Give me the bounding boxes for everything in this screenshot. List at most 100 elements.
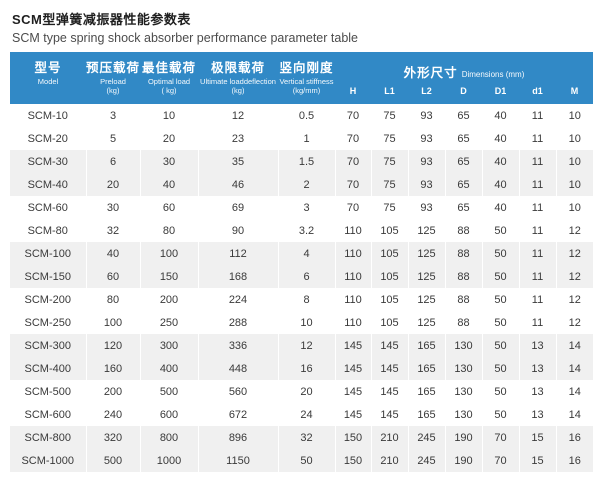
value-cell: 210	[370, 449, 408, 472]
col-header-stiffness-unit: (kg/mm)	[292, 86, 321, 95]
value-cell: 125	[407, 219, 445, 242]
col-header-stiffness-cn: 竖向刚度	[279, 61, 334, 75]
value-cell: 40	[139, 173, 198, 196]
col-header-ultimate-en: Ultimate loaddeflection	[200, 77, 276, 86]
value-cell: 320	[85, 426, 140, 449]
value-cell: 65	[444, 104, 482, 127]
col-header-preload: 预压载荷 Preload (kg)	[86, 52, 140, 104]
value-cell: 168	[197, 265, 278, 288]
value-cell: 50	[481, 219, 519, 242]
value-cell: 88	[444, 288, 482, 311]
value-cell: 50	[481, 357, 519, 380]
dim-col-header: D	[445, 82, 482, 104]
value-cell: 245	[407, 426, 445, 449]
value-cell: 12	[277, 334, 335, 357]
value-cell: 88	[444, 311, 482, 334]
value-cell: 145	[334, 403, 371, 426]
value-cell: 448	[197, 357, 278, 380]
col-header-preload-cn: 预压载荷	[86, 61, 141, 75]
value-cell: 11	[518, 219, 556, 242]
value-cell: 600	[139, 403, 198, 426]
col-header-model: 型号 Model	[10, 52, 86, 104]
value-cell: 10	[555, 150, 594, 173]
value-cell: 14	[555, 380, 594, 403]
model-cell: SCM-150	[10, 265, 86, 288]
table-body: SCM-10 3 10 12 0.5 70 75 93 65 40 11 10 SCM-20 5 20 23 1…	[10, 104, 594, 472]
value-cell: 10	[139, 104, 198, 127]
value-cell: 145	[370, 380, 408, 403]
table-row: SCM-800 320 800 896 32 150 210 245 190 70 15 16	[10, 426, 594, 449]
table-row: SCM-30 6 30 35 1.5 70 75 93 65 40 11 10	[10, 150, 594, 173]
value-cell: 150	[139, 265, 198, 288]
value-cell: 40	[481, 173, 519, 196]
value-cell: 30	[85, 196, 140, 219]
col-header-optimal-unit: ( kg)	[161, 86, 177, 95]
table-row: SCM-150 60 150 168 6 110 105 125 88 50 11 12	[10, 265, 594, 288]
dim-col-header: D1	[482, 82, 519, 104]
value-cell: 14	[555, 357, 594, 380]
header-row-dimensions: H L1 L2 D D1 d1 M	[10, 82, 594, 104]
value-cell: 80	[85, 288, 140, 311]
col-header-optimal-cn: 最佳载荷	[141, 61, 196, 75]
value-cell: 190	[444, 449, 482, 472]
value-cell: 70	[334, 150, 371, 173]
value-cell: 165	[407, 334, 445, 357]
value-cell: 70	[334, 127, 371, 150]
value-cell: 145	[370, 357, 408, 380]
page-title: SCM型弹簧减振器性能参数表	[12, 12, 191, 27]
value-cell: 0.5	[277, 104, 335, 127]
value-cell: 12	[555, 311, 594, 334]
value-cell: 11	[518, 311, 556, 334]
value-cell: 50	[277, 449, 335, 472]
table-row: SCM-400 160 400 448 16 145 145 165 130 50 13 14	[10, 357, 594, 380]
value-cell: 32	[277, 426, 335, 449]
col-header-ultimate-cn: 极限载荷	[210, 61, 265, 75]
model-cell: SCM-30	[10, 150, 86, 173]
model-cell: SCM-500	[10, 380, 86, 403]
value-cell: 32	[85, 219, 140, 242]
col-header-optimal-load: 最佳载荷 Optimal load ( kg)	[140, 52, 198, 104]
page-subtitle: SCM type spring shock absorber performan…	[12, 31, 358, 45]
value-cell: 2	[277, 173, 335, 196]
value-cell: 70	[481, 449, 519, 472]
value-cell: 12	[555, 265, 594, 288]
title-block: SCM型弹簧减振器性能参数表 SCM type spring shock abs…	[0, 0, 600, 45]
value-cell: 46	[197, 173, 278, 196]
value-cell: 75	[370, 196, 408, 219]
table-row: SCM-1000 500 1000 1150 50 150 210 245 190 70 15 16	[10, 449, 594, 472]
value-cell: 105	[370, 242, 408, 265]
value-cell: 240	[85, 403, 140, 426]
value-cell: 16	[277, 357, 335, 380]
value-cell: 200	[139, 288, 198, 311]
value-cell: 150	[334, 426, 371, 449]
table-row: SCM-60 30 60 69 3 70 75 93 65 40 11 10	[10, 196, 594, 219]
col-header-optimal-en: Optimal load	[147, 77, 191, 86]
value-cell: 90	[197, 219, 278, 242]
table-row: SCM-40 20 40 46 2 70 75 93 65 40 11 10	[10, 173, 594, 196]
value-cell: 3	[85, 104, 140, 127]
model-cell: SCM-60	[10, 196, 86, 219]
value-cell: 288	[197, 311, 278, 334]
value-cell: 11	[518, 196, 556, 219]
value-cell: 88	[444, 219, 482, 242]
value-cell: 23	[197, 127, 278, 150]
model-cell: SCM-800	[10, 426, 86, 449]
table-row: SCM-300 120 300 336 12 145 145 165 130 50 13 14	[10, 334, 594, 357]
value-cell: 15	[518, 426, 556, 449]
value-cell: 110	[334, 219, 371, 242]
value-cell: 20	[139, 127, 198, 150]
model-cell: SCM-600	[10, 403, 86, 426]
value-cell: 3.2	[277, 219, 335, 242]
value-cell: 110	[334, 311, 371, 334]
col-header-dimensions-cn: 外形尺寸	[403, 66, 458, 80]
value-cell: 110	[334, 288, 371, 311]
value-cell: 50	[481, 288, 519, 311]
value-cell: 105	[370, 311, 408, 334]
value-cell: 69	[197, 196, 278, 219]
value-cell: 75	[370, 104, 408, 127]
value-cell: 75	[370, 150, 408, 173]
value-cell: 190	[444, 426, 482, 449]
value-cell: 12	[555, 288, 594, 311]
model-cell: SCM-100	[10, 242, 86, 265]
value-cell: 88	[444, 242, 482, 265]
